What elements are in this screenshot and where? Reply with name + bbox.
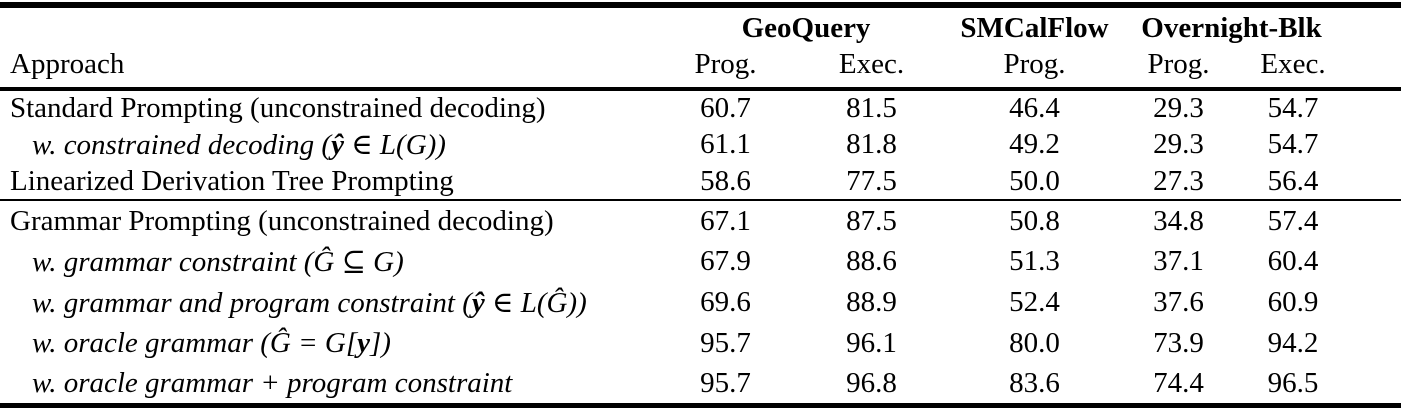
row-label-segment: w. constrained decoding ( bbox=[32, 129, 332, 161]
row-label-segment: Standard Prompting (unconstrained decodi… bbox=[10, 92, 546, 124]
cell-value: 96.1 bbox=[846, 327, 897, 359]
cell-value: 54.7 bbox=[1267, 128, 1319, 160]
cell-value: 69.6 bbox=[700, 286, 751, 318]
row-label: w. grammar constraint (Ĝ ⊆ G) bbox=[0, 241, 660, 282]
cell-value: 52.4 bbox=[1009, 286, 1060, 318]
results-table: GeoQuery SMCalFlow Overnight-Blk Approac… bbox=[0, 2, 1402, 408]
cell-value: 49.2 bbox=[1009, 128, 1060, 160]
cell-value: 50.8 bbox=[1009, 204, 1060, 237]
row-label: w. grammar and program constraint (ŷ ∈ L… bbox=[0, 282, 660, 323]
cell-value: 27.3 bbox=[1153, 164, 1204, 197]
cell-value: 56.4 bbox=[1267, 164, 1319, 197]
cell-value: 74.4 bbox=[1153, 366, 1204, 399]
cell-value: 29.3 bbox=[1153, 92, 1204, 124]
row-label: Linearized Derivation Tree Prompting bbox=[0, 163, 660, 200]
cell-value: 60.7 bbox=[700, 92, 751, 124]
column-group-overnight-blk: Overnight-Blk bbox=[1141, 12, 1322, 44]
table-header: GeoQuery SMCalFlow Overnight-Blk Approac… bbox=[0, 5, 1402, 89]
table-row: w. grammar constraint (Ĝ ⊆ G) 67.9 88.6 51.… bbox=[0, 241, 1401, 282]
table-row: Linearized Derivation Tree Prompting 58.6… bbox=[0, 163, 1401, 200]
cell-value: 46.4 bbox=[1009, 92, 1060, 124]
cell-value: 80.0 bbox=[1009, 327, 1060, 359]
metric-header-geoquery-exec: Exec. bbox=[838, 48, 905, 80]
cell-value: 88.9 bbox=[846, 286, 897, 318]
row-label-segment: Linearized Derivation Tree Prompting bbox=[10, 164, 454, 197]
row-label: Grammar Prompting (unconstrained decodin… bbox=[0, 200, 660, 241]
cell-value: 50.0 bbox=[1009, 164, 1060, 197]
cell-value: 54.7 bbox=[1267, 92, 1319, 124]
cell-value: 60.9 bbox=[1267, 286, 1319, 318]
row-block-baselines: Standard Prompting (unconstrained decodi… bbox=[0, 89, 1402, 200]
row-label-segment: ∈ L(G)) bbox=[343, 129, 446, 161]
row-label: w. oracle grammar (Ĝ = G[y]) bbox=[0, 323, 660, 364]
cell-value: 81.8 bbox=[846, 128, 897, 160]
row-label: w. constrained decoding (ŷ ∈ L(G)) bbox=[0, 126, 660, 163]
cell-value: 67.9 bbox=[700, 245, 751, 277]
cell-value: 29.3 bbox=[1153, 128, 1204, 160]
cell-value: 96.8 bbox=[846, 366, 897, 399]
row-label-segment: ŷ bbox=[471, 287, 485, 319]
row-label-segment: w. oracle grammar (Ĝ = G[ bbox=[32, 327, 358, 359]
cell-value: 61.1 bbox=[700, 128, 751, 160]
table-row: w. oracle grammar (Ĝ = G[y]) 95.7 96.1 80.0… bbox=[0, 323, 1401, 364]
table-row: w. oracle grammar + program constraint 95… bbox=[0, 364, 1401, 405]
row-label-segment: ]) bbox=[370, 327, 391, 359]
cell-value: 58.6 bbox=[700, 164, 751, 197]
cell-value: 60.4 bbox=[1267, 245, 1319, 277]
metric-header-row: Approach Prog. Exec. Prog. Prog. Exec. bbox=[0, 45, 1401, 89]
row-label-segment: w. oracle grammar + program constraint bbox=[32, 366, 513, 399]
cell-value: 83.6 bbox=[1009, 366, 1060, 399]
cell-value: 37.1 bbox=[1153, 245, 1204, 277]
cell-value: 34.8 bbox=[1153, 204, 1204, 237]
cell-value: 94.2 bbox=[1267, 327, 1319, 359]
table-row: Grammar Prompting (unconstrained decodin… bbox=[0, 200, 1401, 241]
cell-value: 57.4 bbox=[1267, 204, 1319, 237]
metric-header-overnight-prog: Prog. bbox=[1147, 48, 1210, 80]
cell-value: 95.7 bbox=[700, 366, 751, 399]
row-label: w. oracle grammar + program constraint bbox=[0, 364, 660, 405]
column-group-smcalflow: SMCalFlow bbox=[960, 12, 1109, 44]
row-label-segment: ŷ bbox=[331, 129, 344, 161]
cell-value: 51.3 bbox=[1009, 245, 1060, 277]
cell-value: 81.5 bbox=[846, 92, 897, 124]
cell-value: 95.7 bbox=[700, 327, 751, 359]
column-group-geoquery: GeoQuery bbox=[741, 12, 871, 44]
row-block-grammar-prompting: Grammar Prompting (unconstrained decodin… bbox=[0, 200, 1401, 405]
row-label-segment: y bbox=[357, 327, 371, 359]
cell-value: 96.5 bbox=[1267, 366, 1319, 399]
row-label-segment: ∈ L(Ĝ)) bbox=[484, 287, 587, 319]
row-label-segment: w. grammar and program constraint ( bbox=[32, 287, 472, 319]
row-label-segment: Grammar Prompting (unconstrained decodin… bbox=[10, 204, 554, 237]
table-row: w. constrained decoding (ŷ ∈ L(G)) 61.1 81… bbox=[0, 126, 1401, 163]
metric-header-smcalflow-prog: Prog. bbox=[1003, 48, 1066, 80]
cell-value: 37.6 bbox=[1153, 286, 1204, 318]
cell-value: 73.9 bbox=[1153, 327, 1204, 359]
column-group-row: GeoQuery SMCalFlow Overnight-Blk bbox=[0, 5, 1401, 45]
cell-value: 77.5 bbox=[846, 164, 897, 197]
metric-header-overnight-exec: Exec. bbox=[1260, 48, 1326, 80]
empty-header-cell bbox=[0, 5, 660, 45]
row-label-segment: w. grammar constraint (Ĝ ⊆ G) bbox=[32, 246, 404, 278]
row-label: Standard Prompting (unconstrained decodi… bbox=[0, 89, 660, 126]
cell-value: 67.1 bbox=[700, 204, 751, 237]
table-row: Standard Prompting (unconstrained decodi… bbox=[0, 89, 1401, 126]
cell-value: 88.6 bbox=[846, 245, 897, 277]
cell-value: 87.5 bbox=[846, 204, 897, 237]
metric-header-geoquery-prog: Prog. bbox=[694, 48, 757, 80]
approach-header: Approach bbox=[10, 48, 125, 80]
table-row: w. grammar and program constraint (ŷ ∈ L… bbox=[0, 282, 1401, 323]
